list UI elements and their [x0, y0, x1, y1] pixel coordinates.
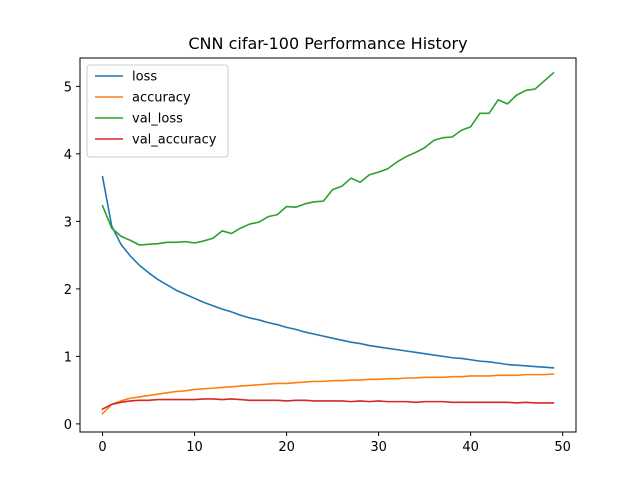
series-line-val-accuracy	[101, 398, 555, 411]
series-line-loss	[101, 175, 555, 369]
x-axis: 0 10 20 30 40 50	[98, 432, 571, 455]
y-tick-label: 0	[64, 418, 72, 433]
legend-label-val-loss: val_loss	[132, 112, 183, 127]
legend-label-val-accuracy: val_accuracy	[132, 133, 217, 148]
legend-box	[86, 64, 229, 158]
y-axis: 0 1 2 3 4 5	[64, 80, 80, 433]
x-tick-label: 30	[370, 440, 387, 455]
plot-frame	[79, 57, 577, 433]
y-tick-label: 4	[64, 148, 72, 163]
y-tick-label: 5	[64, 80, 72, 95]
x-tick-label: 40	[462, 440, 479, 455]
x-tick-label: 10	[186, 440, 203, 455]
x-tick-label: 0	[98, 440, 106, 455]
series-line-val-loss	[101, 71, 555, 246]
y-tick-label: 1	[64, 350, 72, 365]
series-line-accuracy	[101, 373, 555, 415]
legend: loss accuracy val_loss val_accuracy	[86, 64, 229, 158]
y-tick-label: 2	[64, 283, 72, 298]
legend-label-loss: loss	[132, 70, 157, 85]
legend-label-accuracy: accuracy	[132, 91, 191, 106]
x-tick-label: 20	[278, 440, 295, 455]
x-tick-label: 50	[554, 440, 571, 455]
y-tick-label: 3	[64, 215, 72, 230]
plot-lines	[101, 71, 555, 415]
chart-title: CNN cifar-100 Performance History	[188, 34, 467, 53]
